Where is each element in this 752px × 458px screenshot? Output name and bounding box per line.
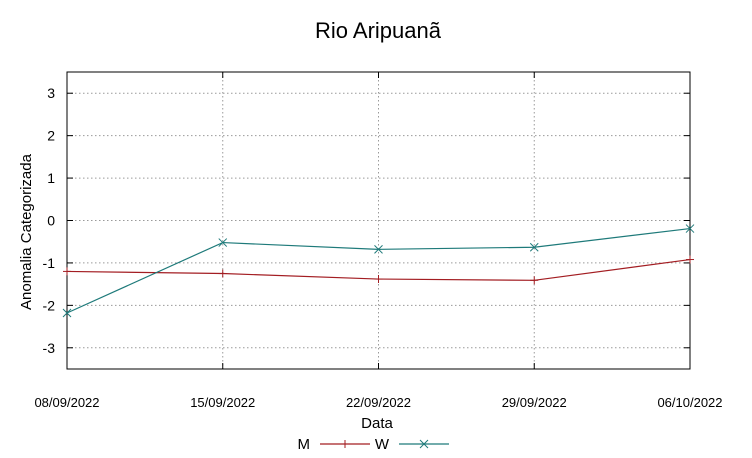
y-tick-label: 1 [47,170,55,186]
legend-marker-W [419,439,429,449]
data-point-M [686,255,694,264]
data-point-M [530,276,539,285]
data-point-M [218,269,227,278]
x-tick-label: 15/09/2022 [190,395,255,410]
y-axis-label: Anomalia Categorizada [18,153,35,310]
legend-label-M: M [298,436,311,453]
x-tick-label: 08/09/2022 [34,395,99,410]
y-tick-label: -1 [43,255,56,271]
data-point-W [529,242,539,252]
legend-marker-M [341,440,349,448]
data-point-W [685,224,695,233]
y-axis: -3 -2 -1 0 1 2 3 [43,85,690,356]
x-tick-label: 22/09/2022 [346,395,411,410]
x-axis: 08/09/2022 15/09/2022 22/09/2022 29/09/2022… [34,72,723,410]
x-tick-label: 06/10/2022 [657,395,722,410]
x-axis-label: Data [361,415,393,432]
y-tick-label: 3 [47,85,55,101]
series [62,224,695,318]
grid [66,72,691,369]
data-point-W [218,238,228,247]
data-point-M [63,267,71,276]
data-point-W [374,244,383,254]
y-tick-label: -3 [43,340,56,356]
chart-title: Rio Aripuanã [315,18,442,43]
legend-label-W: W [375,436,390,453]
data-point-W [62,308,72,318]
data-point-M [374,275,383,284]
y-tick-label: 0 [47,213,55,229]
y-tick-label: -2 [43,297,56,313]
y-tick-label: 2 [47,128,55,144]
x-tick-label: 29/09/2022 [502,395,567,410]
